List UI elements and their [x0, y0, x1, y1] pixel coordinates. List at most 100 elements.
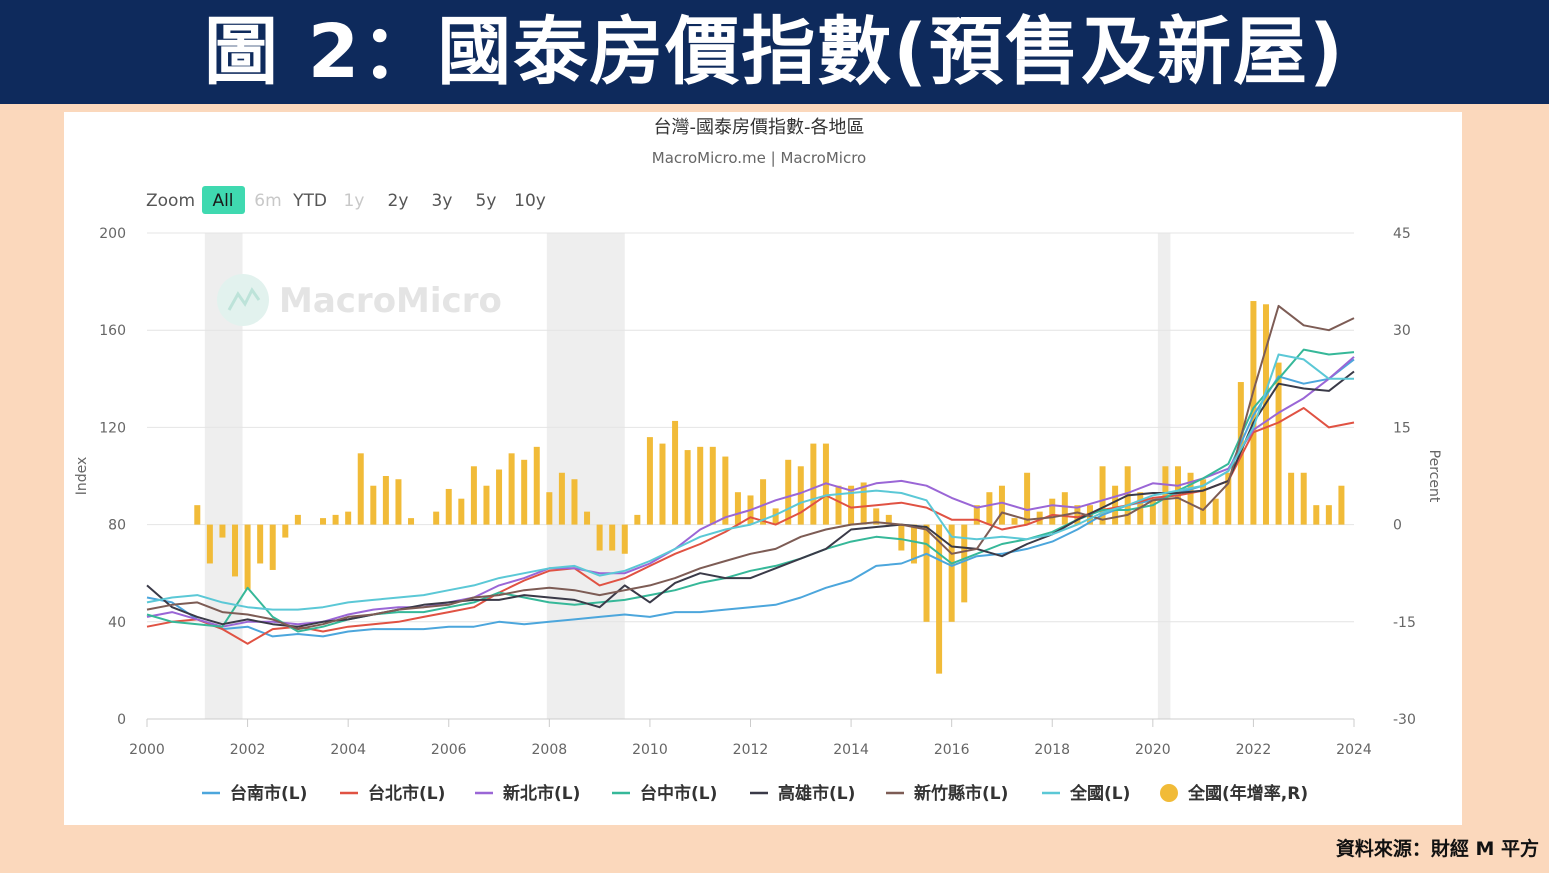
- zoom-button-1y: 1y: [344, 191, 365, 211]
- series-line-2: [146, 407, 1355, 645]
- bar-growth-2008.75: [584, 511, 591, 525]
- bar-growth-2008.5: [571, 479, 578, 525]
- bar-growth-2010.75: [684, 450, 691, 525]
- legend-item-6[interactable]: 新竹縣市(L): [914, 783, 1008, 804]
- bar-growth-2014.25: [860, 482, 867, 525]
- x-tick-label: 2020: [1135, 742, 1171, 758]
- chart-panel: 台灣-國泰房價指數-各地區 MacroMicro.me | MacroMicro Z…: [64, 112, 1462, 825]
- bar-growth-2007.5: [521, 459, 528, 525]
- bar-growth-2001.75: [232, 524, 239, 577]
- y-right-tick-label: 15: [1393, 420, 1411, 436]
- x-tick-label: 2002: [230, 742, 266, 758]
- bar-growth-2021: [1200, 479, 1207, 525]
- zoom-button-10y[interactable]: 10y: [514, 191, 546, 211]
- bar-growth-2011.75: [734, 492, 741, 525]
- bar-growth-2023.5: [1325, 505, 1332, 525]
- bar-growth-2007: [496, 469, 503, 525]
- zoom-active-bg: [202, 186, 245, 214]
- x-tick-label: 2000: [129, 742, 165, 758]
- x-tick-label: 2014: [833, 742, 869, 758]
- x-tick-label: 2022: [1236, 742, 1272, 758]
- bar-growth-2015.75: [936, 524, 943, 674]
- bar-growth-2012.5: [772, 508, 779, 525]
- bar-growth-2004.5: [370, 485, 377, 525]
- bar-growth-2002.75: [282, 524, 289, 538]
- zoom-button-2y[interactable]: 2y: [388, 191, 409, 211]
- bar-growth-2010.25: [659, 443, 666, 525]
- bar-growth-2020: [1149, 498, 1156, 525]
- x-tick-label: 2006: [431, 742, 467, 758]
- bar-growth-2014.75: [885, 514, 892, 525]
- y-right-tick-label: 30: [1393, 323, 1411, 339]
- bar-growth-2020.75: [1187, 472, 1194, 525]
- bar-growth-2014.5: [873, 508, 880, 525]
- bar-growth-2001: [194, 505, 201, 525]
- x-tick-label: 2008: [532, 742, 568, 758]
- bar-growth-2011: [697, 446, 704, 525]
- bar-growth-2003.75: [332, 514, 339, 525]
- bar-growth-2018: [1049, 498, 1056, 525]
- bar-growth-2018.5: [1074, 505, 1081, 525]
- zoom-button-all[interactable]: All: [212, 191, 233, 211]
- y-left-tick-label: 200: [99, 226, 126, 242]
- bar-growth-2019: [1099, 466, 1106, 525]
- x-tick-label: 2012: [733, 742, 769, 758]
- y-left-tick-label: 160: [99, 323, 126, 339]
- bar-growth-2015.5: [923, 524, 930, 622]
- bar-growth-2016.75: [986, 492, 993, 525]
- bar-growth-2020.25: [1162, 466, 1169, 525]
- bar-growth-2017.5: [1024, 472, 1031, 525]
- legend-item-3[interactable]: 新北市(L): [503, 783, 580, 804]
- bar-growth-2013: [797, 466, 804, 525]
- bar-growth-2023.75: [1338, 485, 1345, 525]
- bar-growth-2012.25: [760, 479, 767, 525]
- bar-growth-2023: [1300, 472, 1307, 525]
- bar-growth-2005: [395, 479, 402, 525]
- bar-growth-2022.25: [1262, 304, 1269, 525]
- bar-growth-2013.75: [835, 485, 842, 525]
- bar-growth-2003.5: [320, 518, 327, 525]
- bar-growth-2018.25: [1061, 492, 1068, 525]
- bar-growth-2004.75: [382, 476, 389, 525]
- y-right-tick-label: -30: [1393, 712, 1416, 728]
- legend-item-1[interactable]: 台南市(L): [230, 783, 307, 804]
- bar-growth-2002: [244, 524, 251, 590]
- bar-growth-2014: [848, 485, 855, 525]
- legend-marker: [1160, 784, 1178, 802]
- x-tick-label: 2016: [934, 742, 970, 758]
- bar-growth-2005.75: [433, 511, 440, 525]
- title-banner: 圖 2：國泰房價指數(預售及新屋): [0, 0, 1549, 104]
- bar-growth-2007.25: [508, 453, 515, 525]
- y-right-tick-label: 0: [1393, 518, 1402, 534]
- legend-item-7[interactable]: 全國(L): [1069, 783, 1130, 804]
- bar-growth-2004: [345, 511, 352, 525]
- zoom-button-ytd[interactable]: YTD: [292, 191, 327, 211]
- bar-growth-2006.25: [458, 498, 465, 525]
- bar-growth-2013.25: [810, 443, 817, 525]
- bar-growth-2008.25: [558, 472, 565, 525]
- legend-item-5[interactable]: 高雄市(L): [778, 783, 855, 804]
- zoom-button-6m: 6m: [254, 191, 281, 211]
- source-note: 資料來源：財經 M 平方: [1335, 838, 1539, 860]
- bar-growth-2005.25: [408, 518, 415, 525]
- bar-growth-2011.5: [722, 456, 729, 525]
- bar-growth-2003: [294, 514, 301, 525]
- bar-growth-2017.25: [1011, 518, 1018, 525]
- watermark-logo-mark: [227, 287, 261, 311]
- bar-growth-2015.25: [910, 524, 917, 564]
- zoom-button-3y[interactable]: 3y: [432, 191, 453, 211]
- legend-item-8[interactable]: 全國(年增率,R): [1187, 783, 1308, 804]
- bar-growth-2001.5: [219, 524, 226, 538]
- bar-growth-2006.5: [470, 466, 477, 525]
- series-line-5: [146, 370, 1355, 628]
- bar-growth-2006.75: [483, 485, 490, 525]
- legend-item-2[interactable]: 台北市(L): [368, 783, 445, 804]
- x-tick-label: 2018: [1034, 742, 1070, 758]
- x-tick-label: 2024: [1336, 742, 1372, 758]
- legend-item-4[interactable]: 台中市(L): [640, 783, 717, 804]
- bar-growth-2006: [445, 488, 452, 525]
- y-left-tick-label: 0: [117, 712, 126, 728]
- zoom-button-5y[interactable]: 5y: [476, 191, 497, 211]
- bar-growth-2011.25: [709, 446, 716, 525]
- y-right-tick-label: 45: [1393, 226, 1411, 242]
